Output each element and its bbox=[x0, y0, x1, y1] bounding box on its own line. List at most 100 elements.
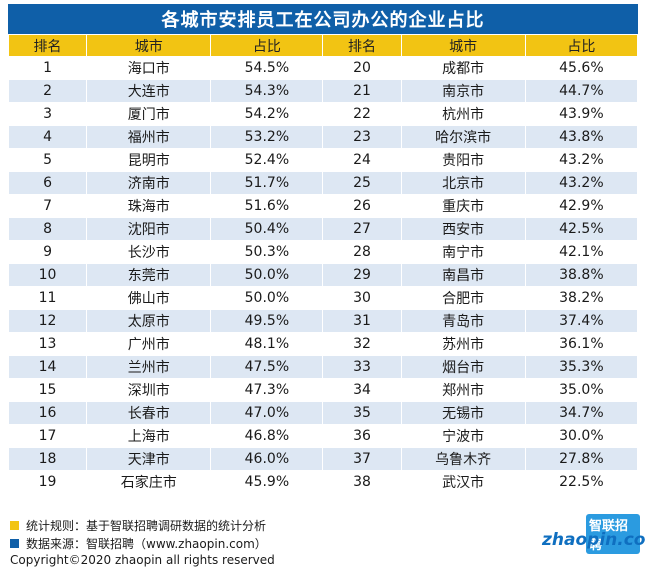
share-cell: 50.0% bbox=[210, 286, 324, 310]
rank-cell: 7 bbox=[7, 194, 88, 218]
share-cell: 42.1% bbox=[524, 240, 639, 264]
table-row: 18 天津市 46.0% 37 乌鲁木齐 27.8% bbox=[7, 447, 639, 471]
rank-cell: 35 bbox=[322, 401, 402, 425]
rank-cell: 28 bbox=[322, 240, 402, 264]
rank-cell: 27 bbox=[322, 217, 402, 241]
rank-cell: 24 bbox=[322, 148, 402, 172]
share-cell: 47.5% bbox=[210, 355, 324, 379]
city-cell: 深圳市 bbox=[86, 378, 212, 402]
city-cell: 大连市 bbox=[86, 79, 212, 103]
city-cell: 济南市 bbox=[86, 171, 212, 195]
share-cell: 54.5% bbox=[210, 56, 324, 80]
city-cell: 天津市 bbox=[86, 447, 212, 471]
table-row: 17 上海市 46.8% 36 宁波市 30.0% bbox=[7, 424, 639, 448]
city-cell: 郑州市 bbox=[400, 378, 526, 402]
header-row: 排名 城市 占比 排名 城市 占比 bbox=[7, 34, 639, 57]
share-cell: 36.1% bbox=[524, 332, 639, 356]
rank-cell: 18 bbox=[7, 447, 88, 471]
rank-cell: 5 bbox=[7, 148, 88, 172]
rank-cell: 33 bbox=[322, 355, 402, 379]
city-cell: 东莞市 bbox=[86, 263, 212, 287]
header-city-right: 城市 bbox=[400, 34, 526, 57]
rank-cell: 26 bbox=[322, 194, 402, 218]
rank-cell: 8 bbox=[7, 217, 88, 241]
share-cell: 51.6% bbox=[210, 194, 324, 218]
zhaopin-logo: 智联招聘 zhaopin.com bbox=[540, 514, 646, 554]
note-rule: 统计规则：基于智联招聘调研数据的统计分析 bbox=[10, 516, 640, 534]
share-cell: 46.8% bbox=[210, 424, 324, 448]
share-cell: 35.0% bbox=[524, 378, 639, 402]
share-cell: 30.0% bbox=[524, 424, 639, 448]
rank-cell: 20 bbox=[322, 56, 402, 80]
table-row: 11 佛山市 50.0% 30 合肥市 38.2% bbox=[7, 286, 639, 310]
rank-cell: 15 bbox=[7, 378, 88, 402]
share-cell: 50.0% bbox=[210, 263, 324, 287]
city-cell: 宁波市 bbox=[400, 424, 526, 448]
rank-cell: 1 bbox=[7, 56, 88, 80]
rank-cell: 10 bbox=[7, 263, 88, 287]
city-cell: 哈尔滨市 bbox=[400, 125, 526, 149]
city-cell: 昆明市 bbox=[86, 148, 212, 172]
city-cell: 杭州市 bbox=[400, 102, 526, 126]
header-share-left: 占比 bbox=[210, 34, 324, 57]
city-cell: 沈阳市 bbox=[86, 217, 212, 241]
chart-title: 各城市安排员工在公司办公的企业占比 bbox=[8, 4, 638, 34]
share-cell: 44.7% bbox=[524, 79, 639, 103]
share-cell: 43.8% bbox=[524, 125, 639, 149]
share-cell: 46.0% bbox=[210, 447, 324, 471]
city-cell: 上海市 bbox=[86, 424, 212, 448]
table-row: 2 大连市 54.3% 21 南京市 44.7% bbox=[7, 79, 639, 103]
city-cell: 北京市 bbox=[400, 171, 526, 195]
city-cell: 成都市 bbox=[400, 56, 526, 80]
share-cell: 50.4% bbox=[210, 217, 324, 241]
rank-cell: 11 bbox=[7, 286, 88, 310]
city-cell: 青岛市 bbox=[400, 309, 526, 333]
rank-cell: 34 bbox=[322, 378, 402, 402]
city-cell: 西安市 bbox=[400, 217, 526, 241]
city-cell: 长春市 bbox=[86, 401, 212, 425]
footer-notes: 统计规则：基于智联招聘调研数据的统计分析 数据来源：智联招聘（www.zhaop… bbox=[10, 516, 640, 552]
rank-cell: 32 bbox=[322, 332, 402, 356]
note-source-text: 数据来源：智联招聘（www.zhaopin.com） bbox=[26, 536, 267, 551]
table-row: 15 深圳市 47.3% 34 郑州市 35.0% bbox=[7, 378, 639, 402]
rank-cell: 13 bbox=[7, 332, 88, 356]
city-cell: 南京市 bbox=[400, 79, 526, 103]
rank-cell: 22 bbox=[322, 102, 402, 126]
city-cell: 兰州市 bbox=[86, 355, 212, 379]
city-cell: 南宁市 bbox=[400, 240, 526, 264]
rank-cell: 36 bbox=[322, 424, 402, 448]
share-cell: 22.5% bbox=[524, 470, 639, 494]
rank-cell: 30 bbox=[322, 286, 402, 310]
city-cell: 贵阳市 bbox=[400, 148, 526, 172]
rank-cell: 31 bbox=[322, 309, 402, 333]
share-cell: 50.3% bbox=[210, 240, 324, 264]
city-cell: 重庆市 bbox=[400, 194, 526, 218]
rank-cell: 3 bbox=[7, 102, 88, 126]
share-cell: 42.9% bbox=[524, 194, 639, 218]
blue-square-icon bbox=[10, 538, 19, 548]
rank-cell: 6 bbox=[7, 171, 88, 195]
city-cell: 广州市 bbox=[86, 332, 212, 356]
table-row: 16 长春市 47.0% 35 无锡市 34.7% bbox=[7, 401, 639, 425]
rank-cell: 12 bbox=[7, 309, 88, 333]
rank-cell: 19 bbox=[7, 470, 88, 494]
city-cell: 佛山市 bbox=[86, 286, 212, 310]
note-source: 数据来源：智联招聘（www.zhaopin.com） bbox=[10, 534, 640, 552]
table-row: 14 兰州市 47.5% 33 烟台市 35.3% bbox=[7, 355, 639, 379]
rank-cell: 25 bbox=[322, 171, 402, 195]
rank-cell: 17 bbox=[7, 424, 88, 448]
share-cell: 49.5% bbox=[210, 309, 324, 333]
table-row: 8 沈阳市 50.4% 27 西安市 42.5% bbox=[7, 217, 639, 241]
city-cell: 海口市 bbox=[86, 56, 212, 80]
city-cell: 武汉市 bbox=[400, 470, 526, 494]
table-row: 7 珠海市 51.6% 26 重庆市 42.9% bbox=[7, 194, 639, 218]
share-cell: 43.9% bbox=[524, 102, 639, 126]
table-row: 9 长沙市 50.3% 28 南宁市 42.1% bbox=[7, 240, 639, 264]
city-cell: 乌鲁木齐 bbox=[400, 447, 526, 471]
share-cell: 51.7% bbox=[210, 171, 324, 195]
city-cell: 南昌市 bbox=[400, 263, 526, 287]
header-rank-left: 排名 bbox=[7, 34, 88, 57]
city-cell: 长沙市 bbox=[86, 240, 212, 264]
table-row: 12 太原市 49.5% 31 青岛市 37.4% bbox=[7, 309, 639, 333]
